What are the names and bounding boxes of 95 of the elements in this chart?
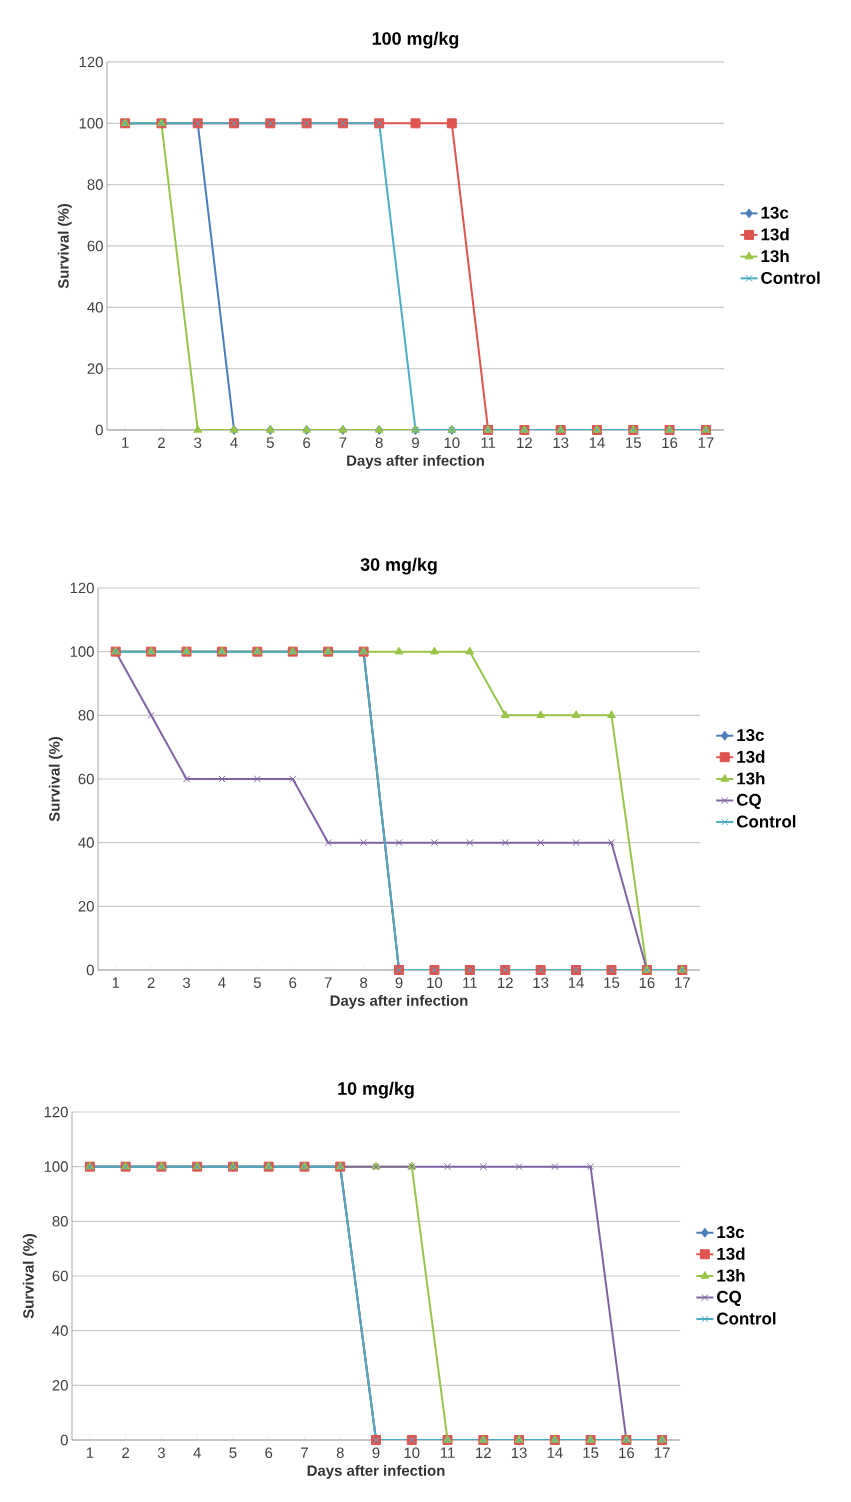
x-tick-label: 14 xyxy=(568,977,584,988)
x-tick-label: 15 xyxy=(626,437,641,448)
x-tick-label: 17 xyxy=(654,1447,670,1458)
y-tick-label: 120 xyxy=(44,1106,68,1118)
x-axis-title: Days after infection xyxy=(347,454,484,469)
y-tick-label: 20 xyxy=(52,1380,68,1391)
x-tick-label: 11 xyxy=(463,977,477,988)
x-tick-label: 15 xyxy=(583,1447,599,1458)
x-tick-label: 11 xyxy=(440,1447,455,1458)
x-tick-label: 1 xyxy=(86,1447,94,1458)
x-tick-label: 14 xyxy=(589,437,605,448)
legend-label: CQ xyxy=(736,793,761,809)
x-tick-label: 8 xyxy=(336,1447,344,1459)
x-tick-label: 3 xyxy=(194,437,202,449)
chart-title: 30 mg/kg xyxy=(360,557,437,575)
x-tick-label: 9 xyxy=(412,437,419,449)
x-tick-label: 10 xyxy=(427,977,443,989)
y-tick-label: 80 xyxy=(78,710,94,721)
y-tick-label: 100 xyxy=(44,1161,68,1172)
x-tick-label: 7 xyxy=(339,437,347,448)
x-tick-label: 6 xyxy=(289,977,297,989)
x-tick-label: 2 xyxy=(147,977,155,988)
legend-label: 13d xyxy=(737,750,765,763)
x-tick-label: 8 xyxy=(360,977,368,989)
x-axis-title: Days after infection xyxy=(307,1464,445,1479)
x-tick-label: 2 xyxy=(158,437,165,448)
y-tick-label: 40 xyxy=(78,837,94,848)
x-tick-label: 7 xyxy=(301,1447,308,1458)
x-tick-label: 5 xyxy=(253,977,261,988)
y-tick-label: 40 xyxy=(52,1325,68,1336)
legend-label: Control xyxy=(717,1312,776,1325)
legend-label: CQ xyxy=(717,1290,742,1306)
x-tick-label: 15 xyxy=(604,977,620,988)
legend-label: 13d xyxy=(761,228,789,241)
y-axis-title: Survival (%) xyxy=(57,203,72,289)
y-tick-label: 100 xyxy=(70,646,94,657)
x-tick-label: 6 xyxy=(303,437,311,449)
x-tick-label: 17 xyxy=(698,437,714,448)
y-tick-label: 0 xyxy=(95,424,103,436)
x-tick-label: 1 xyxy=(112,977,120,988)
x-tick-label: 10 xyxy=(444,437,460,449)
x-tick-label: 3 xyxy=(157,1447,165,1459)
legend-label: 13c xyxy=(717,1226,745,1239)
y-axis-title: Survival (%) xyxy=(48,736,63,822)
x-tick-label: 5 xyxy=(229,1447,237,1458)
legend-label: 13c xyxy=(737,729,764,742)
y-tick-label: 60 xyxy=(78,773,94,785)
legend-label: 13h xyxy=(717,1269,745,1282)
x-tick-label: 12 xyxy=(476,1447,491,1458)
y-tick-label: 120 xyxy=(79,56,103,68)
y-tick-label: 80 xyxy=(87,179,103,190)
legend-label: Control xyxy=(761,271,820,284)
x-tick-label: 4 xyxy=(218,977,226,988)
chart-title: 10 mg/kg xyxy=(338,1081,414,1099)
x-tick-label: 9 xyxy=(395,977,403,989)
chart-title: 100 mg/kg xyxy=(372,31,459,49)
x-tick-label: 17 xyxy=(675,977,690,988)
y-tick-label: 120 xyxy=(70,582,94,594)
x-tick-label: 8 xyxy=(375,437,383,449)
x-tick-label: 2 xyxy=(122,1447,130,1458)
x-tick-label: 3 xyxy=(182,977,191,989)
y-tick-label: 0 xyxy=(86,964,94,976)
x-tick-label: 13 xyxy=(511,1447,527,1459)
x-tick-label: 16 xyxy=(662,437,678,449)
y-tick-label: 20 xyxy=(87,363,103,374)
x-tick-label: 6 xyxy=(265,1447,273,1459)
legend-label: 13h xyxy=(737,772,765,785)
legend-label: 13c xyxy=(761,206,789,219)
x-tick-label: 16 xyxy=(619,1447,635,1459)
y-tick-label: 0 xyxy=(60,1434,68,1446)
y-tick-label: 20 xyxy=(78,901,94,912)
x-tick-label: 12 xyxy=(498,977,513,988)
y-axis-title: Survival (%) xyxy=(22,1233,37,1319)
y-tick-label: 60 xyxy=(87,240,103,252)
x-axis-title: Days after infection xyxy=(330,994,468,1009)
x-tick-label: 11 xyxy=(481,437,496,448)
legend-label: 13d xyxy=(717,1247,745,1260)
x-tick-label: 5 xyxy=(266,437,274,448)
x-tick-label: 10 xyxy=(404,1447,420,1459)
x-tick-label: 13 xyxy=(553,437,569,449)
x-tick-label: 13 xyxy=(533,977,549,989)
x-tick-label: 1 xyxy=(122,437,129,448)
x-tick-label: 9 xyxy=(372,1447,380,1459)
legend-label: 13h xyxy=(761,249,789,263)
x-tick-label: 4 xyxy=(193,1447,201,1458)
y-tick-label: 40 xyxy=(87,302,103,313)
x-tick-label: 12 xyxy=(517,437,532,448)
x-tick-label: 16 xyxy=(639,977,655,989)
y-tick-label: 80 xyxy=(52,1216,68,1227)
y-tick-label: 60 xyxy=(52,1270,68,1282)
x-tick-label: 4 xyxy=(230,437,238,448)
y-tick-label: 100 xyxy=(79,118,103,129)
legend-label: Control xyxy=(736,815,796,828)
x-tick-label: 14 xyxy=(547,1447,563,1458)
x-tick-label: 7 xyxy=(324,977,332,988)
